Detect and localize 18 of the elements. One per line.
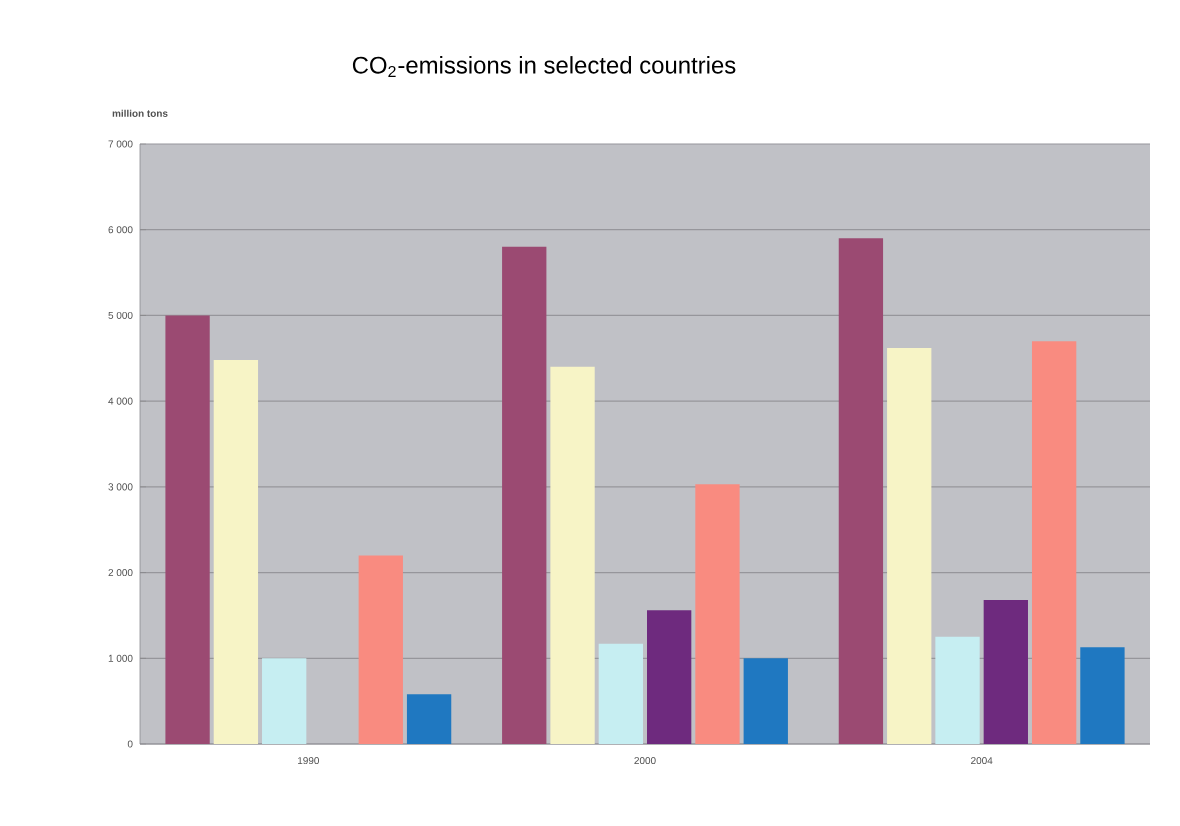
- bar: [213, 360, 259, 744]
- bar: [887, 348, 932, 744]
- bar: [358, 555, 403, 744]
- bar: [743, 658, 788, 744]
- bar: [838, 238, 884, 744]
- bar: [983, 600, 1028, 744]
- bar: [1080, 647, 1125, 744]
- bar: [550, 366, 595, 744]
- bar: [406, 694, 452, 744]
- bar: [647, 610, 692, 744]
- bar: [695, 484, 740, 744]
- chart-title: CO$_{2}$-emissions in selected countries: [352, 56, 736, 77]
- bar: [935, 636, 980, 744]
- bar: [262, 658, 307, 744]
- bar: [1031, 341, 1077, 744]
- bar: [598, 643, 644, 744]
- bar: [502, 246, 547, 744]
- bar: [165, 315, 210, 744]
